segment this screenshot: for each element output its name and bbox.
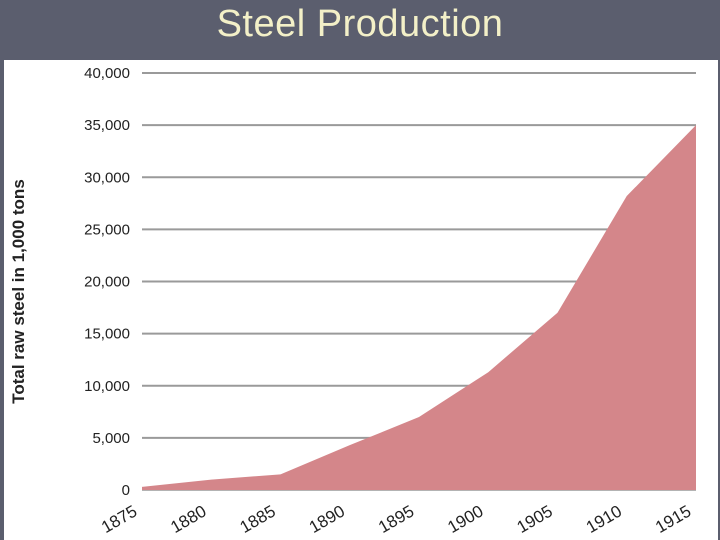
area-chart: 0 5,000 10,000 15,000 20,000 25,000 30,000 35,0…	[9, 65, 697, 537]
y-tick-label-5000: 5,000	[92, 430, 130, 447]
x-tick-label-1900: 1900	[444, 502, 486, 537]
area-layer	[141, 125, 697, 490]
y-tick-labels: 0 5,000 10,000 15,000 20,000 25,000 30,000 35,0…	[84, 65, 130, 499]
slide-title: Steel Production	[0, 3, 720, 46]
x-tick-label-1890: 1890	[306, 502, 348, 537]
y-tick-label-20000: 20,000	[84, 274, 130, 291]
y-tick-label-10000: 10,000	[84, 378, 130, 395]
slide-title-text: Steel Production	[216, 3, 504, 45]
x-tick-labels: 1875 1880 1885 1890 1895 1900 1905 1910 1915	[98, 502, 694, 537]
x-tick-label-1915: 1915	[652, 502, 694, 537]
x-tick-label-1905: 1905	[514, 502, 556, 537]
x-tick-label-1910: 1910	[583, 502, 625, 537]
y-tick-label-25000: 25,000	[84, 221, 130, 238]
y-tick-label-35000: 35,000	[84, 117, 130, 134]
y-axis-title: Total raw steel in 1,000 tons	[9, 179, 28, 404]
x-tick-label-1885: 1885	[237, 502, 279, 537]
x-tick-label-1880: 1880	[167, 502, 209, 537]
y-tick-label-30000: 30,000	[84, 169, 130, 186]
y-tick-label-40000: 40,000	[84, 65, 130, 82]
x-tick-label-1875: 1875	[98, 502, 140, 537]
x-tick-label-1895: 1895	[375, 502, 417, 537]
chart-panel: 0 5,000 10,000 15,000 20,000 25,000 30,000 35,0…	[4, 60, 718, 540]
title-bar: Steel Production	[0, 0, 720, 60]
area-series-total-raw-steel	[142, 125, 696, 490]
y-tick-label-15000: 15,000	[84, 326, 130, 343]
y-tick-label-0: 0	[122, 482, 130, 499]
